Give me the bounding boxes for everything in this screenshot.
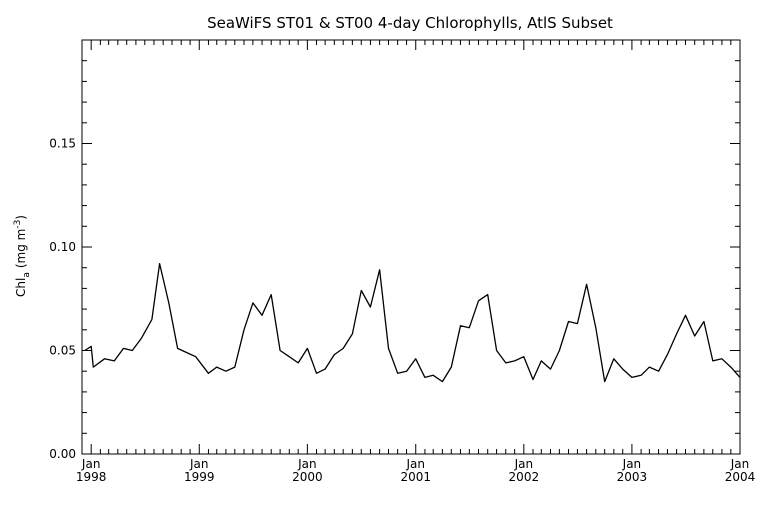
x-tick-year-label: 2001: [400, 470, 431, 484]
x-tick-year-label: 2002: [509, 470, 540, 484]
y-tick-label: 0.15: [49, 137, 76, 151]
x-tick-month-label: Jan: [622, 457, 642, 471]
x-tick-month-label: Jan: [405, 457, 425, 471]
x-tick-month-label: Jan: [189, 457, 209, 471]
x-tick-year-label: 2003: [617, 470, 648, 484]
x-tick-year-label: 2000: [292, 470, 323, 484]
chart-title: SeaWiFS ST01 & ST00 4-day Chlorophylls, …: [207, 14, 613, 32]
plot-frame: [81, 39, 741, 455]
x-tick-month-label: Jan: [730, 457, 750, 471]
y-axis-label-units: (mg m: [14, 229, 28, 269]
x-tick-year-label: 1998: [76, 470, 107, 484]
series-line-0: [84, 262, 741, 383]
x-axis-ticks: Jan1998Jan1999Jan2000Jan2001Jan2002Jan20…: [76, 40, 755, 484]
y-axis-label-subscript: a: [22, 272, 32, 278]
y-tick-label: 0.10: [49, 240, 76, 254]
x-tick-month-label: Jan: [297, 457, 317, 471]
x-tick-year-label: 1999: [184, 470, 215, 484]
y-tick-label: 0.00: [49, 447, 76, 461]
y-tick-label: 0.05: [49, 344, 76, 358]
x-tick-month-label: Jan: [81, 457, 101, 471]
x-tick-month-label: Jan: [514, 457, 534, 471]
x-tick-year-label: 2004: [725, 470, 756, 484]
y-axis-label-exponent: -3: [13, 220, 23, 229]
series-group: [84, 262, 741, 383]
y-axis-ticks: 0.00 0.05 0.10 0.15: [49, 39, 740, 461]
y-axis-label-main: Chl: [14, 278, 28, 297]
y-axis-label-close: ): [14, 215, 28, 220]
y-axis-label: Chla (mg m-3): [13, 215, 32, 297]
